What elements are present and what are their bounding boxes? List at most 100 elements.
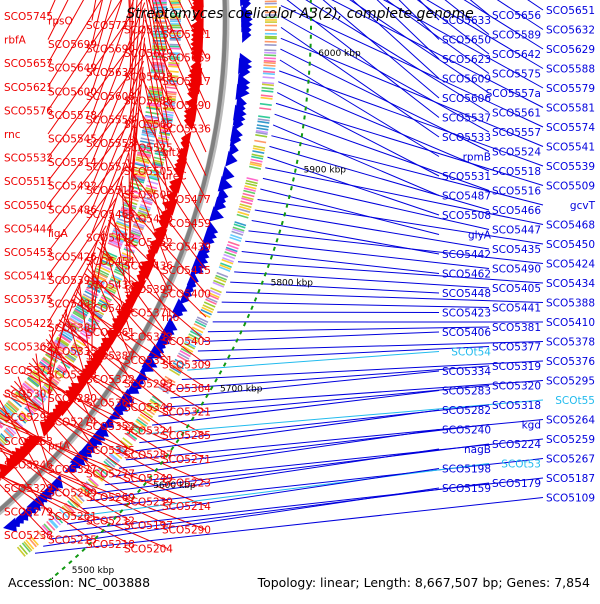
right-gene-label: SCO5283 <box>442 386 491 398</box>
left-gene-label: SCO5536 <box>162 123 211 135</box>
right-gene-label: SCO5388 <box>546 298 595 310</box>
right-connector <box>280 60 439 157</box>
right-gene-label: SCO5259 <box>546 434 595 446</box>
scale-label: 5800 kbp <box>271 278 314 288</box>
right-gene-label: SCO5410 <box>546 317 595 329</box>
left-gene-label: SCO5290 <box>162 525 211 537</box>
left-gene-label: SCO5309 <box>162 359 211 371</box>
left-gene-label: SCO5279 <box>4 507 53 519</box>
left-gene-label: SCO5321 <box>162 407 211 419</box>
right-gene-label: SCO5406 <box>442 327 491 339</box>
right-connector <box>187 352 439 371</box>
right-gene-label: SCO5574 <box>546 122 595 134</box>
right-gene-label: SCO5466 <box>492 205 541 217</box>
accession-label: Accession: NC_003888 <box>8 575 150 590</box>
topology-label: Topology: linear; Length: 8,667,507 bp; … <box>258 575 590 590</box>
left-gene-label: prfA <box>48 440 71 452</box>
right-gene-label: nagB <box>464 444 491 456</box>
right-gene-label: SCO5524 <box>492 147 541 159</box>
right-gene-label: SCO5159 <box>442 483 491 495</box>
left-gene-label: SCO5439 <box>162 241 211 253</box>
right-gene-label: SCO5187 <box>546 473 595 485</box>
right-gene-label: SCO5319 <box>492 361 541 373</box>
right-gene-label: SCO5224 <box>492 439 541 451</box>
left-gene-label: rbfA <box>4 35 27 47</box>
right-gene-label: SCO5435 <box>492 244 541 256</box>
left-gene-label: SCO5372 <box>4 365 53 377</box>
left-gene-label: SCO5238 <box>4 530 53 542</box>
left-gene-label: SCO5263 <box>4 436 53 448</box>
left-gene-label: SCO5329 <box>4 483 53 495</box>
right-gene-label: SCOt53 <box>501 459 541 471</box>
right-gene-label: SCO5557a <box>486 88 541 100</box>
right-gene-label: SCO5490 <box>492 264 541 276</box>
right-gene-label: SCO5423 <box>442 308 491 320</box>
right-gene-label: SCO5518 <box>492 166 541 178</box>
right-gene-label: SCO5609 <box>442 74 491 86</box>
left-gene-label: ligA <box>48 228 68 240</box>
right-gene-label: SCO5579 <box>546 83 595 95</box>
right-gene-label: SCO5632 <box>546 25 595 37</box>
right-gene-label: SCO5378 <box>546 337 595 349</box>
left-gene-label: rnc <box>4 129 21 141</box>
right-gene-label: SCO5533 <box>442 132 491 144</box>
right-gene-label: SCO5539 <box>546 161 595 173</box>
left-gene-label: SCO5444 <box>4 223 53 235</box>
right-gene-label: SCO5541 <box>546 142 595 154</box>
right-gene-label: SCO5642 <box>492 49 541 61</box>
left-gene-label: SCO5400 <box>162 289 211 301</box>
left-gene-label: SCO5617 <box>162 76 211 88</box>
left-gene-label: SCO5477 <box>162 194 211 206</box>
map-footer: Accession: NC_003888 Topology: linear; L… <box>0 572 600 594</box>
left-gene-label: SCO5415 <box>162 265 211 277</box>
left-gene-label: SCO5511 <box>4 176 53 188</box>
left-gene-label: SCO5419 <box>4 271 53 283</box>
right-gene-label: SCO5318 <box>492 400 541 412</box>
left-gene-label: SCO5657 <box>4 58 53 70</box>
right-gene-label: SCO5334 <box>442 366 491 378</box>
right-gene-label: SCO5448 <box>442 288 491 300</box>
left-gene-label: SCO5285 <box>162 430 211 442</box>
scale-label: 5900 kbp <box>304 166 347 176</box>
left-gene-label: SCO5375 <box>4 294 53 306</box>
right-gene-label: SCO5487 <box>442 191 491 203</box>
left-gene-label: SCO5422 <box>4 318 53 330</box>
right-gene-label: SCO5581 <box>546 103 595 115</box>
left-gene-label: SCO5669 <box>162 53 211 65</box>
left-gene-label: SCO5291 <box>4 412 53 424</box>
map-title: Streptomyces coelicolor A3(2), complete … <box>0 6 600 22</box>
right-gene-label: SCOt55 <box>555 395 595 407</box>
left-gene-label: SCO5214 <box>162 501 211 513</box>
left-gene-label: SCO5576 <box>4 105 53 117</box>
left-gene-label: SCO5204 <box>124 544 173 556</box>
right-gene-label: SCO5434 <box>546 278 595 290</box>
left-gene-label: SCO5453 <box>4 247 53 259</box>
right-gene-label: SCOt54 <box>451 347 491 359</box>
right-gene-label: kgd <box>522 420 541 432</box>
right-gene-label: SCO5198 <box>442 464 491 476</box>
right-gene-label: SCO5405 <box>492 283 541 295</box>
right-gene-label: SCO5589 <box>492 30 541 42</box>
right-gene-label: SCO5606 <box>442 93 491 105</box>
right-gene-label: SCO5109 <box>546 493 595 505</box>
right-connector <box>242 252 439 274</box>
right-gene-label: rpmB <box>463 152 491 164</box>
right-gene-label: SCO5623 <box>442 54 491 66</box>
scale-label: 5700 kbp <box>220 384 263 394</box>
left-gene-label: gltX <box>162 147 183 159</box>
right-gene-label: SCO5508 <box>442 210 491 222</box>
left-gene-label: SCO5246 <box>4 459 53 471</box>
left-gene-label: SCO5307 <box>4 389 53 401</box>
right-gene-label: SCO5377 <box>492 342 541 354</box>
right-gene-label: SCO5267 <box>546 454 595 466</box>
right-gene-label: SCO5468 <box>546 220 595 232</box>
left-gene-label: SCO5223 <box>162 477 211 489</box>
right-gene-label: glyA <box>468 230 492 242</box>
right-gene-label: SCO5650 <box>442 35 491 47</box>
left-gene-label: SCO5459 <box>162 218 211 230</box>
right-gene-label: SCO5240 <box>442 425 491 437</box>
left-gene-label: SCO5621 <box>4 82 53 94</box>
left-gene-label: rho <box>162 312 179 324</box>
